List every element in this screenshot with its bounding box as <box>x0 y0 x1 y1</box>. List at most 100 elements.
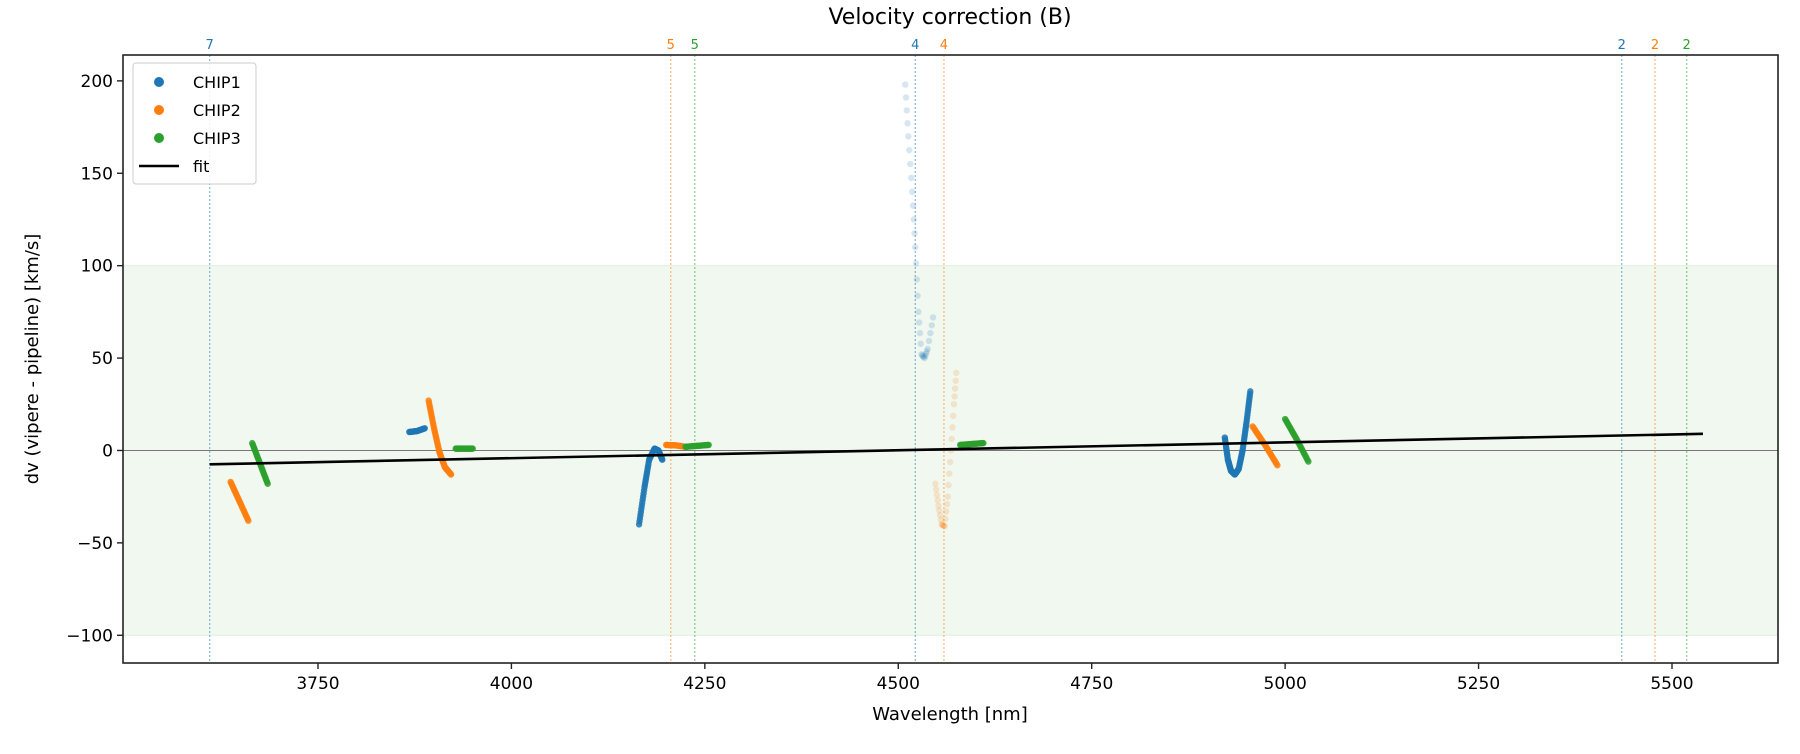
legend-label-chip1: CHIP1 <box>193 73 241 92</box>
marker-label: 2 <box>1618 38 1626 53</box>
chart-title: Velocity correction (B) <box>828 5 1071 30</box>
marker-label: 4 <box>940 38 948 53</box>
data-point-chip1 <box>918 351 925 358</box>
data-point-chip1 <box>915 308 922 316</box>
data-point-chip1 <box>902 94 910 101</box>
data-point-chip1 <box>919 352 926 359</box>
data-point-chip3 <box>469 445 476 452</box>
data-point-chip2 <box>943 508 950 515</box>
data-point-chip2 <box>1274 462 1281 469</box>
marker-label: 2 <box>1683 38 1691 53</box>
data-point-chip2 <box>940 522 948 529</box>
legend: CHIP1 CHIP2 CHIP3 fit <box>132 62 257 185</box>
data-point-chip2 <box>245 517 252 524</box>
legend-marker-chip3 <box>154 133 164 143</box>
legend-marker-chip2 <box>154 105 164 115</box>
data-point-chip2 <box>950 412 957 420</box>
data-point-chip2 <box>932 486 940 493</box>
data-point-chip3 <box>1305 458 1312 465</box>
data-point-chip2 <box>938 521 945 528</box>
x-tick-label: 4000 <box>490 674 533 694</box>
marker-label: 5 <box>691 38 699 53</box>
data-point-chip1 <box>920 353 928 361</box>
fit-line <box>209 432 1703 466</box>
marker-label: 4 <box>911 38 919 53</box>
y-tick-label: 100 <box>81 257 113 277</box>
data-point-chip1 <box>659 456 666 463</box>
data-point-chip1 <box>909 202 917 209</box>
data-point-chip2 <box>950 401 958 408</box>
data-point-chip1 <box>927 329 934 337</box>
data-point-chip1 <box>906 146 913 154</box>
y-tick-label: −50 <box>77 534 113 554</box>
data-points-layer <box>227 81 1312 530</box>
x-tick-label: 4250 <box>683 674 726 694</box>
x-tick-label: 4750 <box>1070 674 1113 694</box>
data-point-chip2 <box>937 516 945 523</box>
data-point-chip1 <box>911 230 918 237</box>
axes-frame <box>122 54 1779 664</box>
data-point-chip2 <box>945 481 952 489</box>
data-point-chip1 <box>912 243 919 251</box>
data-point-chip1 <box>908 174 915 182</box>
x-tick-label: 5250 <box>1457 674 1500 694</box>
y-axis-label: dv (vipere - pipeline) [km/s] <box>22 234 43 485</box>
data-point-chip1 <box>921 354 928 362</box>
x-axis-label: Wavelength [nm] <box>872 704 1028 725</box>
data-point-chip1 <box>1247 388 1254 395</box>
data-point-chip1 <box>922 352 929 359</box>
data-point-chip1 <box>916 329 924 337</box>
y-tick-label: 0 <box>102 441 113 461</box>
data-point-chip1 <box>904 120 911 127</box>
y-tick-label: 150 <box>81 164 113 184</box>
data-point-chip2 <box>932 480 939 487</box>
data-point-chip1 <box>910 216 917 223</box>
data-point-chip1 <box>919 353 927 360</box>
ticks-layer: 3750 4000 4250 4500 4750 5000 5250 5500 −100 −50 0… <box>66 72 1693 694</box>
x-tick-label: 5500 <box>1650 674 1693 694</box>
marker-label: 5 <box>667 38 675 53</box>
data-point-chip1 <box>905 133 912 140</box>
data-point-chip2 <box>948 435 955 443</box>
data-point-chip1 <box>924 345 931 353</box>
x-tick-label: 3750 <box>296 674 339 694</box>
data-point-chip1 <box>421 425 428 432</box>
data-point-chip1 <box>925 337 933 345</box>
data-point-chip1 <box>917 340 924 347</box>
data-point-chip2 <box>939 521 946 529</box>
y-tick-label: 200 <box>81 72 113 92</box>
data-point-chip1 <box>914 292 921 299</box>
fit-line-layer <box>209 432 1703 466</box>
legend-label-fit: fit <box>193 157 209 176</box>
data-point-chip2 <box>936 511 944 519</box>
marker-label: 2 <box>1651 38 1659 53</box>
data-point-chip2 <box>935 502 942 510</box>
data-point-chip2 <box>946 458 954 466</box>
data-point-chip1 <box>915 319 923 326</box>
data-point-chip1 <box>913 276 921 283</box>
data-point-chip2 <box>946 470 953 477</box>
y-tick-label: 50 <box>91 349 113 369</box>
data-point-chip3 <box>264 480 271 487</box>
data-point-chip2 <box>939 522 947 529</box>
data-point-chip2 <box>951 385 959 392</box>
x-tick-label: 5000 <box>1264 674 1307 694</box>
data-point-chip2 <box>943 500 951 508</box>
data-point-chip1 <box>928 322 935 329</box>
data-point-chip2 <box>934 497 941 504</box>
data-point-chip2 <box>952 377 959 384</box>
data-point-chip1 <box>907 160 914 168</box>
data-point-chip1 <box>923 347 931 355</box>
data-point-chip1 <box>912 260 920 267</box>
legend-marker-chip1 <box>154 77 164 87</box>
data-point-chip1 <box>922 350 930 357</box>
data-point-chip2 <box>942 515 949 523</box>
data-point-chip3 <box>705 441 712 449</box>
data-point-chip1 <box>903 107 910 114</box>
data-point-chip1 <box>929 314 937 321</box>
data-point-chip2 <box>941 523 948 530</box>
legend-box <box>132 62 257 185</box>
x-tick-label: 4500 <box>877 674 920 694</box>
legend-label-chip2: CHIP2 <box>193 101 241 120</box>
